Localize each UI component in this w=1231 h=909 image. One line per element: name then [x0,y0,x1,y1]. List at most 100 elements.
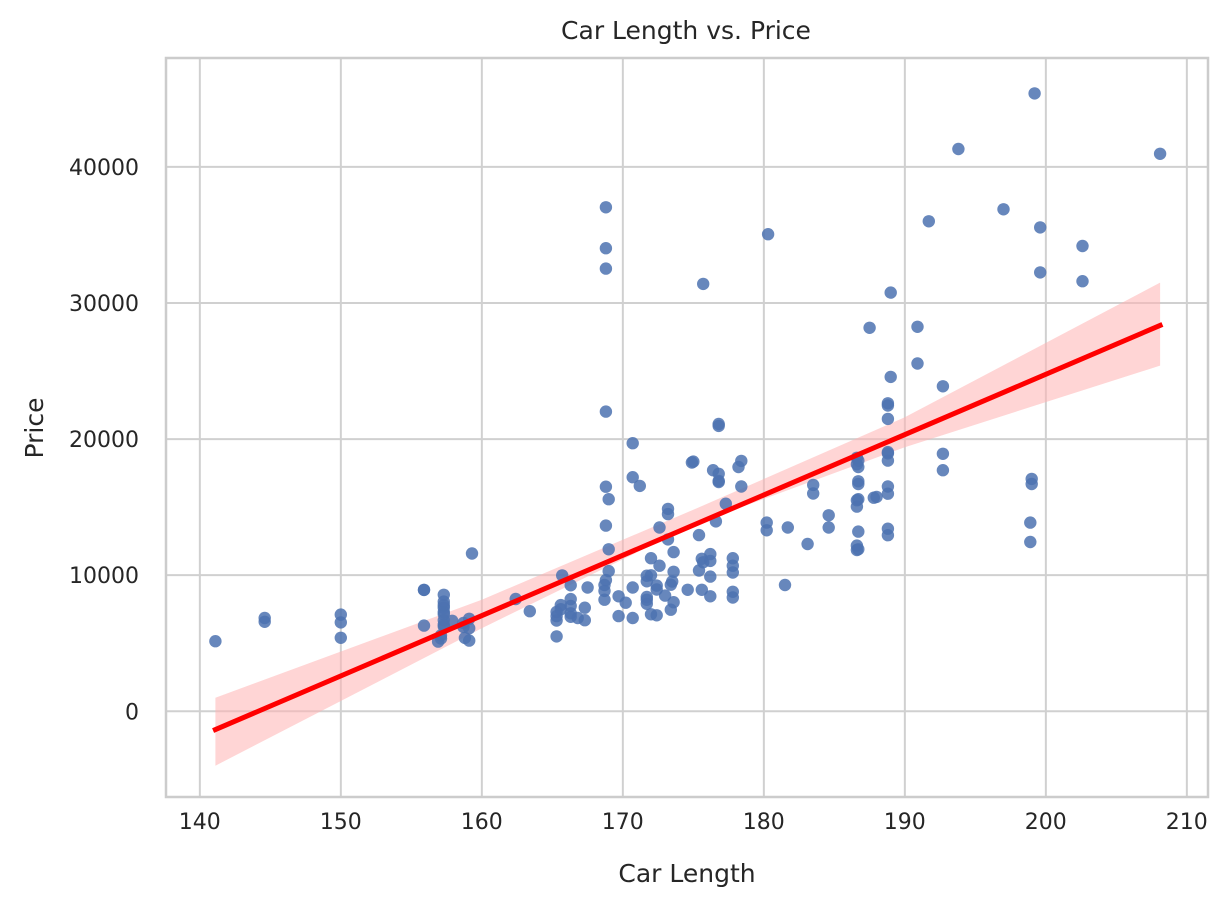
data-point [619,596,632,609]
x-tick-label: 190 [884,810,926,835]
data-point [852,525,865,538]
data-point [735,480,748,493]
x-tick-label: 150 [320,810,362,835]
x-tick-label: 180 [743,810,785,835]
data-point [667,545,680,559]
data-point [911,320,924,333]
data-point [667,596,680,609]
x-tick-label: 210 [1166,810,1208,835]
data-point [852,493,865,506]
data-point [884,286,897,299]
x-tick-label: 160 [461,810,503,835]
data-point [640,590,653,604]
data-point [599,519,613,532]
data-point [626,437,639,450]
data-point [1025,472,1038,486]
plot-frame [164,56,1210,799]
data-point [463,634,476,647]
data-point [881,412,895,426]
data-point [667,565,680,578]
data-point [437,588,450,601]
data-point [209,635,222,648]
data-point [599,201,613,214]
data-point [1076,275,1089,288]
x-tick-labels: 140 150 160 170 180 190 200 210 [179,810,1208,835]
data-point [633,479,646,493]
data-point [922,215,935,228]
data-point [463,622,476,635]
data-point [653,521,666,534]
data-point [704,590,717,603]
data-point [602,543,615,556]
data-point [653,559,666,572]
data-point [602,493,615,506]
data-point [807,478,820,492]
data-point [599,242,613,255]
data-point [626,581,639,594]
confidence-band-area [215,282,1161,766]
y-axis-label: Price [20,398,49,459]
data-point [726,552,739,565]
data-point [681,583,694,596]
data-point [599,480,613,493]
data-point [1024,535,1037,549]
data-point [781,521,794,534]
data-point [446,614,459,627]
data-point [578,614,591,627]
data-point [760,524,773,537]
data-point [692,528,706,542]
data-point [554,598,567,612]
data-point [1153,147,1167,160]
data-point [712,474,725,488]
data-point [881,445,895,459]
x-tick-label: 140 [179,810,221,835]
data-point [687,455,700,468]
data-point [1034,266,1047,279]
data-point [704,570,717,583]
data-point [626,471,639,484]
data-point [852,543,865,556]
data-point [807,487,820,500]
data-point [1034,221,1047,234]
data-point [801,537,814,551]
data-point [626,611,639,625]
data-point [822,521,835,534]
data-point [564,592,577,606]
data-point [564,579,577,592]
data-point [712,419,725,433]
regression-line [212,322,1164,733]
data-point [852,477,865,491]
confidence-band [215,282,1161,766]
data-point [650,579,663,592]
data-point [598,593,611,606]
data-point [1028,87,1041,100]
data-point [465,547,479,560]
data-point [258,611,271,625]
data-point [334,631,347,644]
y-tick-label: 0 [125,700,139,725]
data-point [666,575,679,588]
data-point [936,380,950,393]
data-point [578,601,591,614]
data-point [417,619,431,632]
data-point [650,609,663,622]
data-point [1024,516,1037,529]
data-point [719,497,732,510]
data-point [695,583,708,596]
data-point [735,454,748,468]
data-point [778,578,792,592]
data-point [417,583,431,597]
chart-title: Car Length vs. Price [561,16,811,45]
data-point [581,581,594,594]
data-point [881,522,895,535]
data-point [881,397,895,410]
data-point [602,564,615,578]
data-points [209,87,1167,648]
y-tick-label: 30000 [69,292,139,317]
y-tick-label: 10000 [69,564,139,589]
data-point [661,507,675,521]
data-point [881,480,895,493]
data-point [644,552,658,565]
